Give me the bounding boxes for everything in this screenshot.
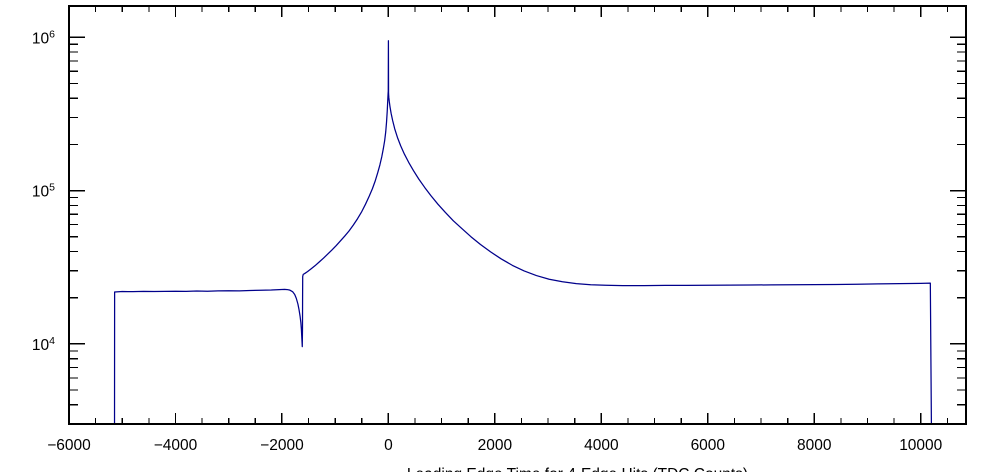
x-tick-label: −2000 — [260, 437, 304, 454]
x-tick-label: 0 — [384, 437, 393, 454]
plot-frame — [68, 5, 967, 425]
x-tick-label: 8000 — [797, 437, 832, 454]
x-axis-title: Leading Edge Time for 4-Edge Hits (TDC C… — [407, 466, 748, 472]
x-tick-label: −4000 — [154, 437, 198, 454]
x-tick-label: −6000 — [47, 437, 91, 454]
x-tick-label: 10000 — [899, 437, 942, 454]
data-series-leading-edge-time — [113, 40, 933, 425]
x-tick-label: 4000 — [584, 437, 619, 454]
x-tick-label: 2000 — [478, 437, 513, 454]
x-tick-label: 6000 — [691, 437, 726, 454]
x-axis: −6000 −4000 −2000 0 2000 4000 6000 8000 10000 — [47, 6, 948, 454]
